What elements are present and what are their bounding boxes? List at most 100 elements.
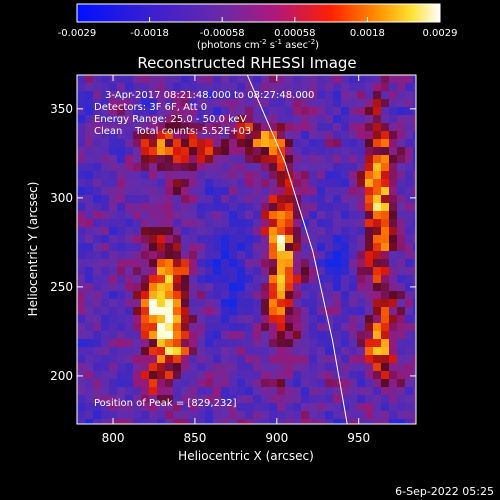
heatmap-cell	[125, 179, 133, 187]
heatmap-cell	[405, 315, 413, 323]
heatmap-cell	[357, 291, 365, 299]
heatmap-cell	[93, 371, 101, 379]
heatmap-cell	[85, 187, 93, 195]
heatmap-cell	[277, 115, 285, 123]
heatmap-cell	[149, 131, 157, 139]
heatmap-cell	[349, 307, 357, 315]
heatmap-cell	[261, 139, 269, 147]
heatmap-cell	[309, 299, 317, 307]
heatmap-cell	[165, 411, 173, 419]
heatmap-cell	[389, 139, 397, 147]
heatmap-cell	[117, 139, 125, 147]
heatmap-cell	[101, 107, 109, 115]
heatmap-cell	[301, 235, 309, 243]
heatmap-cell	[245, 299, 253, 307]
x-tick-label: 850	[183, 431, 206, 445]
heatmap-cell	[285, 139, 293, 147]
heatmap-cell	[381, 83, 389, 91]
heatmap-cell	[389, 147, 397, 155]
heatmap-cell	[125, 131, 133, 139]
heatmap-cell	[325, 339, 333, 347]
heatmap-cell	[397, 395, 405, 403]
heatmap-cell	[293, 315, 301, 323]
heatmap-cell	[197, 227, 205, 235]
heatmap-cell	[397, 83, 405, 91]
heatmap-cell	[133, 339, 141, 347]
heatmap-cell	[109, 251, 117, 259]
heatmap-cell	[117, 155, 125, 163]
heatmap-cell	[317, 347, 325, 355]
heatmap-cell	[77, 347, 85, 355]
heatmap-cell	[205, 203, 213, 211]
heatmap-cell	[333, 331, 341, 339]
heatmap-cell	[261, 227, 269, 235]
heatmap-cell	[293, 403, 301, 411]
heatmap-cell	[405, 283, 413, 291]
heatmap-cell	[77, 139, 85, 147]
heatmap-cell	[157, 187, 165, 195]
heatmap-cell	[309, 355, 317, 363]
heatmap-cell	[269, 371, 277, 379]
heatmap-cell	[165, 131, 173, 139]
heatmap-cell	[197, 299, 205, 307]
heatmap-cell	[253, 171, 261, 179]
heatmap-cell	[277, 219, 285, 227]
heatmap-cell	[293, 387, 301, 395]
heatmap-cell	[357, 419, 365, 424]
heatmap-cell	[101, 211, 109, 219]
heatmap-cell	[309, 227, 317, 235]
heatmap-cell	[165, 179, 173, 187]
heatmap-cell	[253, 355, 261, 363]
heatmap-cell	[149, 203, 157, 211]
heatmap-cell	[93, 179, 101, 187]
heatmap-cell	[149, 147, 157, 155]
heatmap-cell	[117, 371, 125, 379]
colorbar-units: (photons cm-2 s-1 asec-2)	[197, 38, 319, 51]
heatmap-cell	[373, 171, 381, 179]
heatmap-cell	[325, 315, 333, 323]
heatmap-cell	[229, 251, 237, 259]
heatmap-cell	[413, 267, 416, 275]
heatmap-cell	[357, 371, 365, 379]
heatmap-cell	[397, 75, 405, 83]
heatmap-cell	[109, 371, 117, 379]
heatmap-cell	[325, 179, 333, 187]
heatmap-cell	[373, 259, 381, 267]
heatmap-cell	[309, 307, 317, 315]
heatmap-cell	[109, 387, 117, 395]
heatmap-cell	[261, 243, 269, 251]
heatmap-cell	[341, 307, 349, 315]
heatmap-cell	[93, 171, 101, 179]
heatmap-cell	[93, 83, 101, 91]
heatmap-cell	[357, 155, 365, 163]
heatmap-cell	[317, 395, 325, 403]
heatmap-cell	[109, 315, 117, 323]
heatmap-cell	[357, 115, 365, 123]
heatmap-cell	[277, 171, 285, 179]
heatmap-cell	[261, 387, 269, 395]
heatmap-cell	[221, 307, 229, 315]
heatmap-cell	[109, 339, 117, 347]
heatmap-cell	[333, 387, 341, 395]
heatmap-cell	[165, 323, 173, 331]
heatmap-cell	[165, 299, 173, 307]
heatmap-cell	[165, 339, 173, 347]
heatmap-cell	[301, 163, 309, 171]
heatmap-cell	[237, 243, 245, 251]
heatmap-cell	[309, 115, 317, 123]
heatmap-cell	[269, 299, 277, 307]
heatmap-cell	[93, 363, 101, 371]
heatmap-cell	[101, 371, 109, 379]
heatmap-cell	[245, 211, 253, 219]
heatmap-cell	[205, 315, 213, 323]
heatmap-cell	[157, 395, 165, 403]
colorbar-tick-label: 0.0018	[350, 28, 385, 39]
heatmap-cell	[325, 187, 333, 195]
heatmap-cell	[173, 251, 181, 259]
heatmap-cell	[197, 139, 205, 147]
heatmap-cell	[365, 347, 373, 355]
heatmap-cell	[181, 251, 189, 259]
heatmap-cell	[301, 323, 309, 331]
heatmap-cell	[277, 363, 285, 371]
heatmap-cell	[125, 123, 133, 131]
